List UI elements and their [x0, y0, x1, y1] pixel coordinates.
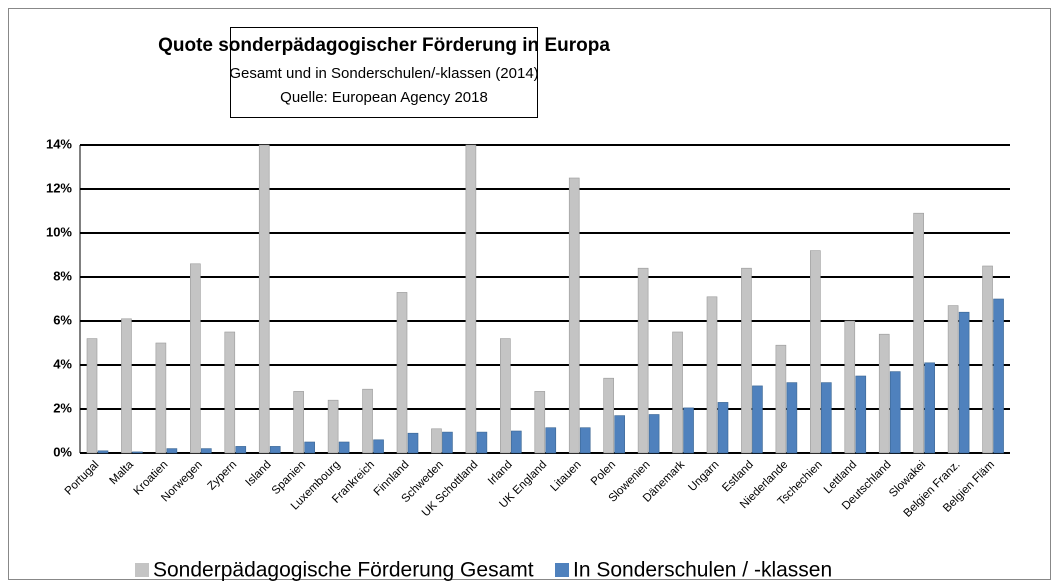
bar [534, 391, 546, 454]
bar [121, 318, 132, 454]
y-tick-label: 0% [53, 444, 72, 459]
y-tick-label: 4% [53, 356, 72, 371]
title-box [230, 27, 538, 118]
bar [373, 439, 384, 454]
bar [810, 250, 821, 454]
bar [269, 446, 281, 454]
y-tick-label: 12% [46, 180, 72, 195]
bar [407, 432, 419, 454]
bar [741, 267, 752, 454]
bar [362, 388, 373, 454]
bar [947, 305, 959, 454]
bar [855, 375, 867, 454]
y-tick-label: 6% [53, 312, 72, 327]
bar [396, 292, 408, 454]
bar [717, 402, 729, 454]
bar [155, 342, 167, 454]
bar [201, 448, 212, 454]
bar [465, 144, 477, 454]
bar [752, 385, 763, 454]
bar [889, 371, 901, 454]
bar [821, 382, 832, 454]
y-tick-label: 8% [53, 268, 72, 283]
bar [545, 427, 557, 454]
bar [993, 298, 1004, 454]
bar [982, 265, 993, 454]
legend-swatch [555, 563, 569, 577]
bar [786, 382, 798, 454]
legend-swatch [135, 563, 149, 577]
y-tick-label: 10% [46, 224, 72, 239]
bar [166, 448, 178, 454]
bar [603, 377, 614, 454]
bar [338, 441, 350, 454]
bar [235, 446, 247, 454]
bar [224, 331, 236, 454]
bar [442, 431, 453, 454]
bar [924, 362, 935, 454]
bar [86, 338, 98, 454]
bar [579, 427, 591, 454]
chart-subtitle: Gesamt und in Sonderschulen/-klassen (20… [229, 65, 538, 82]
bar [258, 144, 270, 454]
bar [913, 212, 924, 454]
bar [614, 415, 625, 454]
bar [672, 331, 683, 454]
bar [878, 333, 890, 454]
bar [431, 428, 442, 454]
bar [500, 338, 511, 454]
chart-source: Quelle: European Agency 2018 [280, 89, 488, 106]
bar [132, 451, 143, 454]
bar [568, 177, 580, 454]
bar [293, 391, 304, 454]
bar [327, 399, 339, 454]
bar [637, 267, 649, 454]
bar [511, 430, 522, 454]
bar [844, 320, 856, 454]
bar [304, 441, 315, 454]
bar [648, 414, 660, 454]
bar [958, 311, 970, 454]
legend-label: Sonderpädagogische Förderung Gesamt [153, 559, 534, 582]
legend-label: In Sonderschulen / -klassen [573, 559, 832, 582]
bar [775, 344, 787, 454]
bar [683, 407, 694, 454]
y-tick-label: 14% [46, 136, 72, 151]
chart-title: Quote sonderpädagogischer Förderung in E… [158, 35, 610, 56]
y-tick-label: 2% [53, 400, 72, 415]
bar [706, 296, 718, 454]
bar [190, 263, 201, 454]
bar [476, 431, 488, 454]
bar [97, 450, 109, 454]
